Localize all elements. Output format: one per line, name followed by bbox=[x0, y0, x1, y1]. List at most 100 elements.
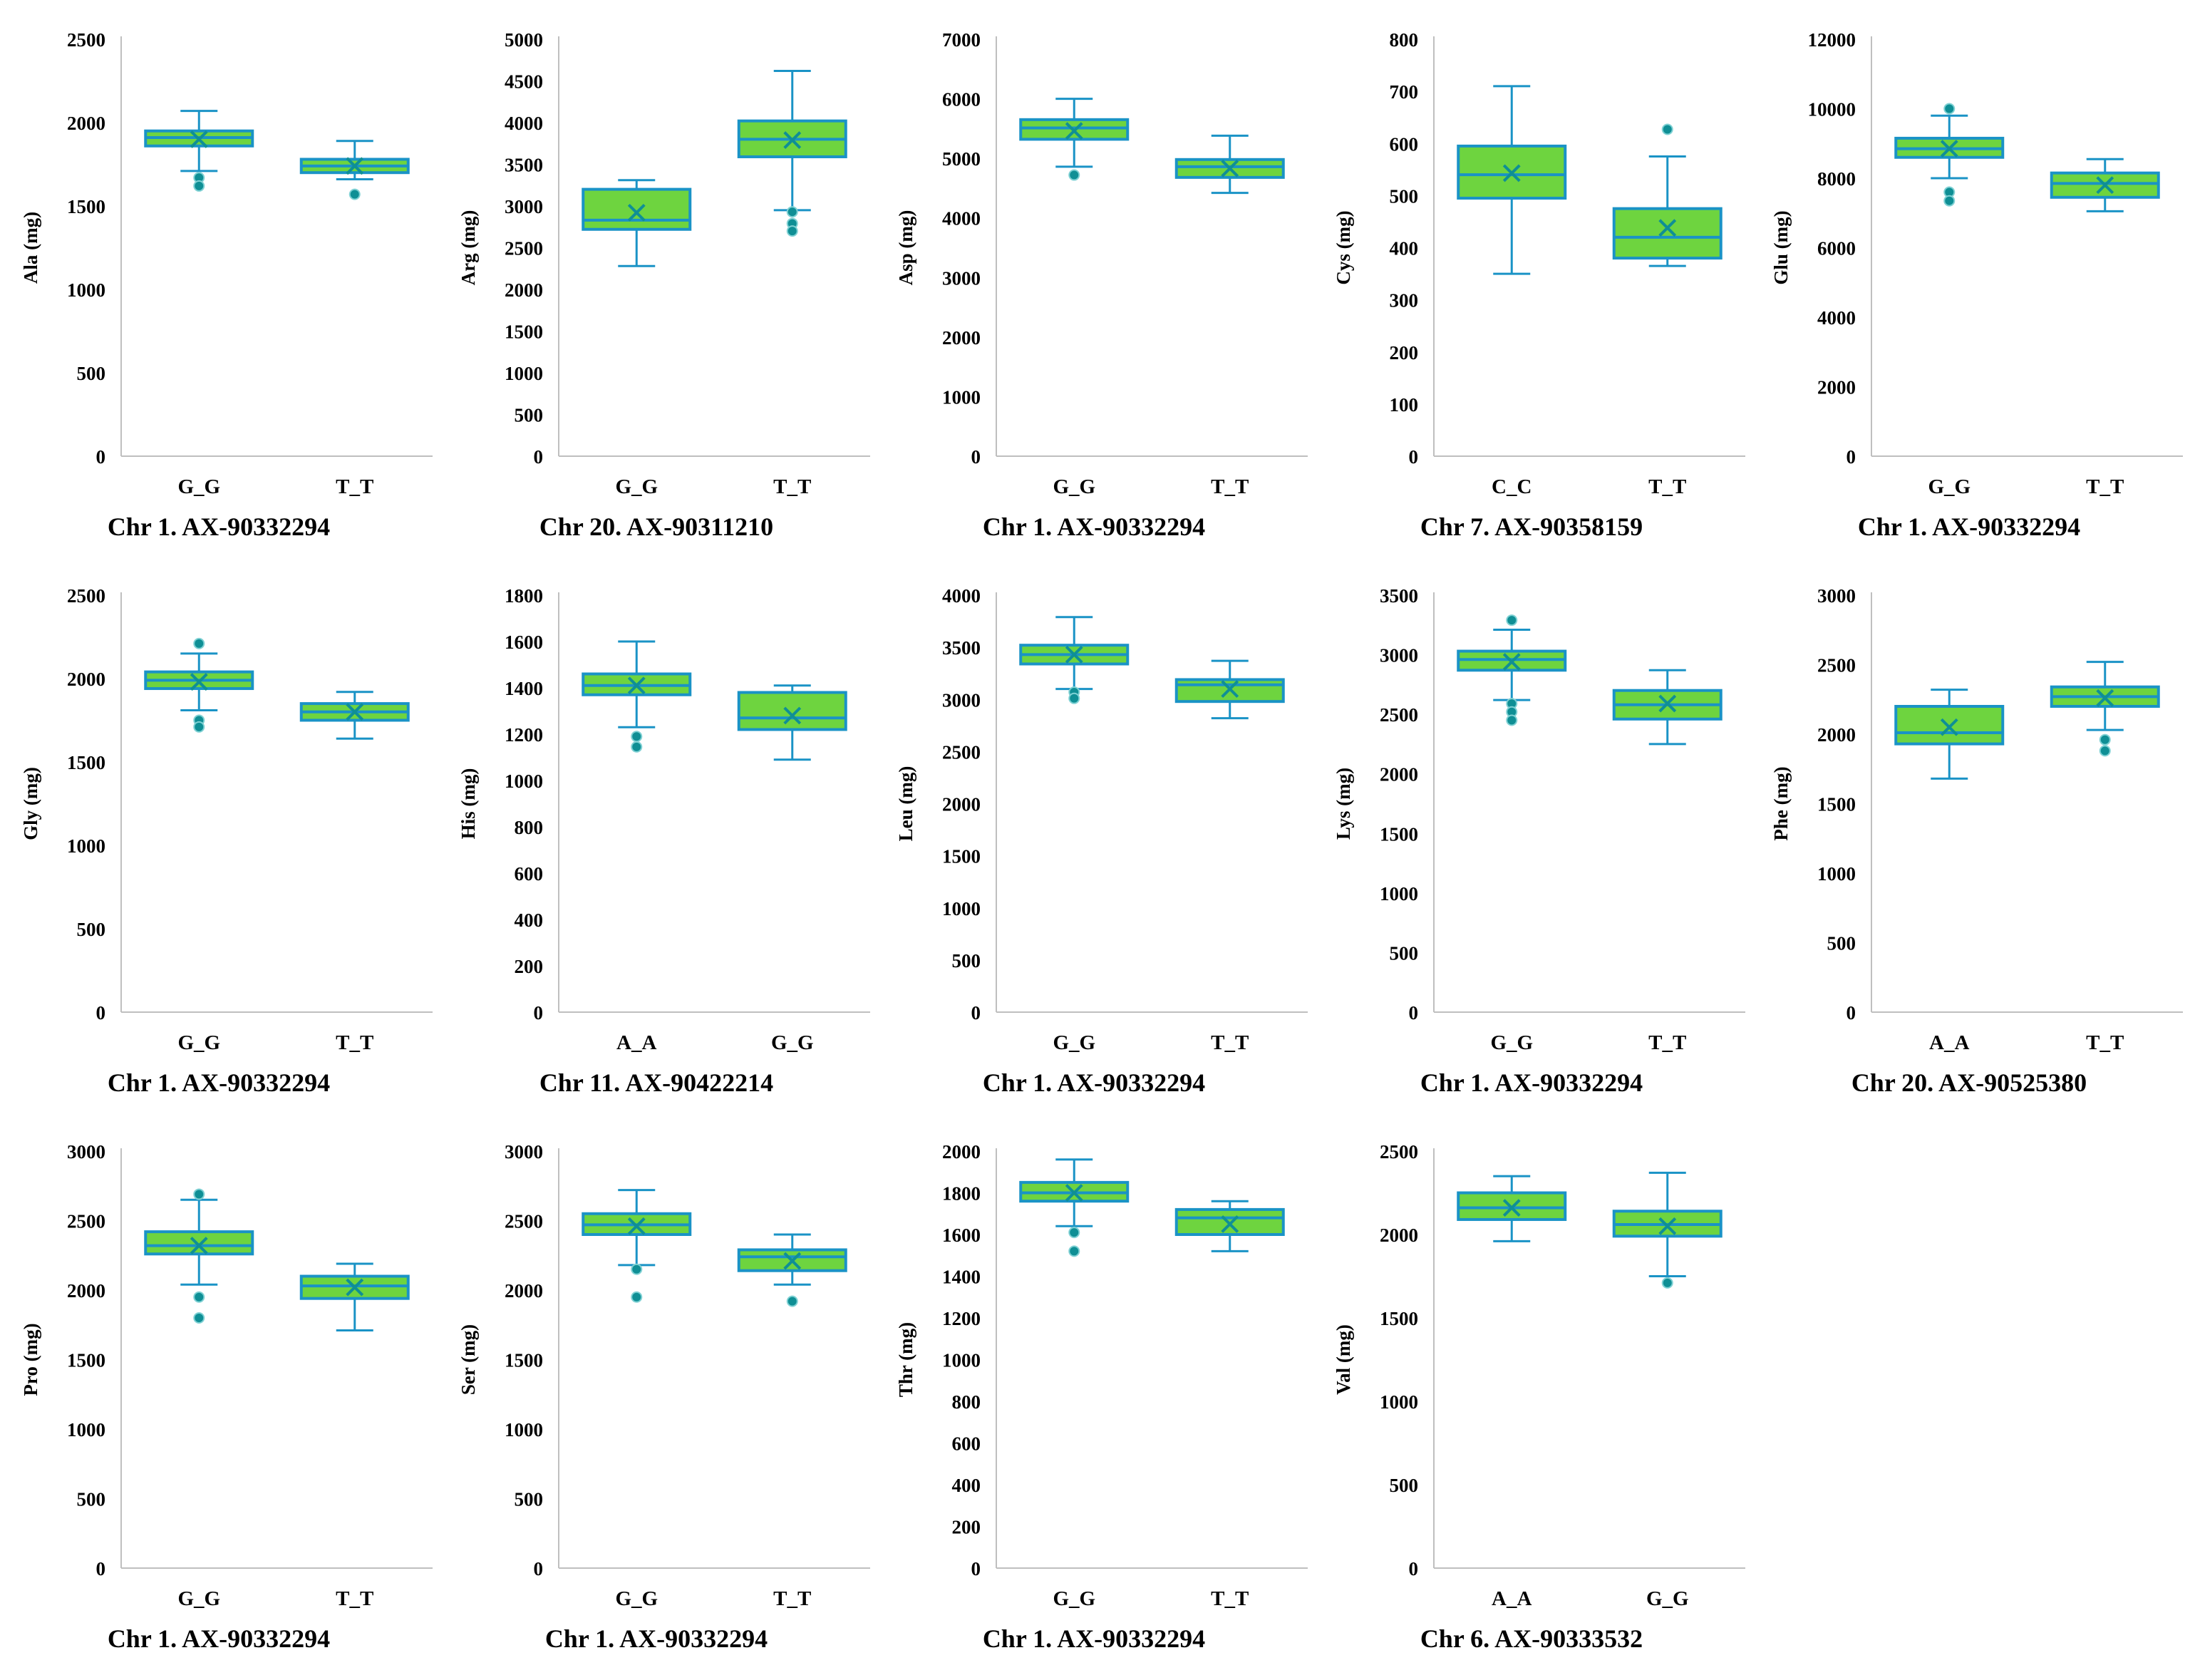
y-tick-label: 4000 bbox=[942, 208, 981, 230]
y-tick-label: 500 bbox=[1390, 942, 1419, 964]
chart-panel-4: 0 100 200 300 400 500 600 700 800 Cys (mg) C_C T_T C… bbox=[1313, 0, 1750, 560]
chart-panel-14: 0 500 1000 1500 2000 2500 Val (mg) A_A G_G Chr 6.… bbox=[1313, 1112, 1750, 1672]
y-axis-label: Asp (mg) bbox=[895, 210, 916, 286]
outlier-point bbox=[193, 1312, 205, 1324]
y-tick-label: 3500 bbox=[1380, 585, 1418, 607]
y-tick-label: 2500 bbox=[1380, 1141, 1418, 1163]
y-axis-label: Val (mg) bbox=[1333, 1324, 1354, 1395]
chart-plot-7: 0 200 400 600 800 1000 1200 1400 1600 1800 His (mg… bbox=[458, 585, 870, 1054]
chart-plot-2: 0 500 1000 1500 2000 2500 3000 3500 4000 4500 5000… bbox=[458, 29, 870, 498]
y-tick-label: 2000 bbox=[1380, 1225, 1418, 1246]
chart-panel-12: 0 500 1000 1500 2000 2500 3000 Ser (mg) G_G T_T Ch… bbox=[438, 1112, 875, 1672]
y-tick-label: 0 bbox=[96, 446, 106, 468]
box-plot-G_G bbox=[1019, 1158, 1130, 1257]
y-tick-label: 500 bbox=[952, 950, 981, 972]
y-tick-label: 5000 bbox=[505, 29, 543, 51]
y-tick-label: 400 bbox=[952, 1475, 981, 1496]
x-tick-label: A_A bbox=[1492, 1587, 1532, 1610]
mean-marker bbox=[627, 203, 646, 222]
x-tick-label: G_G bbox=[177, 1031, 220, 1054]
y-tick-label: 1500 bbox=[67, 752, 105, 773]
y-tick-label: 1000 bbox=[505, 771, 543, 792]
y-tick-label: 0 bbox=[534, 1002, 544, 1024]
y-axis-label: Glu (mg) bbox=[1770, 210, 1792, 284]
y-tick-label: 8000 bbox=[1817, 168, 1856, 190]
y-tick-label: 2500 bbox=[505, 1211, 543, 1232]
outlier-point bbox=[631, 1263, 643, 1275]
outlier-point bbox=[786, 206, 798, 218]
y-tick-label: 1500 bbox=[1380, 823, 1418, 845]
outlier-point bbox=[193, 180, 205, 192]
box-plot-G_G bbox=[1457, 614, 1567, 726]
y-tick-label: 5000 bbox=[942, 148, 981, 170]
chart-title: Chr 1. AX-90332294 bbox=[982, 512, 1206, 541]
box-plot-G_G bbox=[144, 1188, 254, 1324]
y-tick-label: 200 bbox=[1390, 342, 1419, 364]
chart-plot-8: 0 500 1000 1500 2000 2500 3000 3500 4000 Leu (mg)… bbox=[895, 585, 1308, 1054]
y-tick-label: 800 bbox=[1390, 29, 1419, 51]
chart-plot-4: 0 100 200 300 400 500 600 700 800 Cys (mg) C_C T_T bbox=[1333, 29, 1745, 498]
y-tick-label: 2000 bbox=[942, 794, 981, 815]
y-tick-label: 1000 bbox=[1380, 883, 1418, 905]
mean-marker bbox=[627, 1217, 646, 1235]
box-plot-T_T bbox=[1174, 134, 1285, 195]
y-tick-label: 2500 bbox=[942, 741, 981, 763]
y-tick-label: 1000 bbox=[1380, 1391, 1418, 1413]
x-tick-label: T_T bbox=[1648, 475, 1686, 498]
chart-panel-9: 0 500 1000 1500 2000 2500 3000 3500 Lys (mg) G_G T… bbox=[1313, 556, 1750, 1116]
chart-title: Chr 1. AX-90332294 bbox=[982, 1068, 1206, 1097]
chart-plot-9: 0 500 1000 1500 2000 2500 3000 3500 Lys (mg) G_G T… bbox=[1333, 585, 1745, 1054]
outlier-point bbox=[786, 1295, 798, 1307]
mean-marker bbox=[1940, 718, 1958, 736]
y-tick-label: 2500 bbox=[1817, 655, 1856, 676]
outlier-point bbox=[631, 741, 643, 753]
x-tick-label: G_G bbox=[1928, 475, 1971, 498]
mean-marker bbox=[346, 1278, 364, 1297]
x-tick-label: G_G bbox=[1053, 475, 1095, 498]
box-plot-T_T bbox=[2050, 158, 2160, 212]
y-tick-label: 800 bbox=[952, 1391, 981, 1413]
outlier-point bbox=[1506, 614, 1518, 627]
y-tick-label: 2000 bbox=[942, 1141, 981, 1163]
y-tick-label: 2000 bbox=[505, 279, 543, 301]
y-tick-label: 2500 bbox=[505, 238, 543, 259]
outlier-point bbox=[2099, 745, 2111, 757]
y-tick-label: 2000 bbox=[1817, 724, 1856, 746]
y-tick-label: 10000 bbox=[1808, 99, 1856, 120]
mean-marker bbox=[190, 130, 208, 148]
y-tick-label: 3000 bbox=[505, 196, 543, 217]
outlier-point bbox=[193, 1291, 205, 1303]
x-tick-label: T_T bbox=[773, 475, 811, 498]
outlier-point bbox=[1068, 169, 1080, 181]
chart-plot-14: 0 500 1000 1500 2000 2500 Val (mg) A_A G_G bbox=[1333, 1141, 1745, 1610]
y-tick-label: 500 bbox=[1827, 933, 1856, 954]
y-tick-label: 1200 bbox=[505, 724, 543, 746]
y-tick-label: 500 bbox=[77, 1489, 106, 1510]
box-plot-G_G bbox=[1612, 1171, 1722, 1289]
y-tick-label: 4000 bbox=[942, 585, 981, 607]
y-tick-label: 0 bbox=[1846, 1002, 1856, 1024]
mean-marker bbox=[1658, 1217, 1677, 1235]
chart-panel-3: 0 1000 2000 3000 4000 5000 6000 7000 Asp (mg) G_G… bbox=[875, 0, 1313, 560]
mean-marker bbox=[346, 703, 364, 721]
outlier-point bbox=[1068, 692, 1080, 704]
mean-marker bbox=[1065, 645, 1083, 664]
iqr-box bbox=[144, 1230, 254, 1256]
x-tick-label: A_A bbox=[616, 1031, 656, 1054]
y-tick-label: 300 bbox=[1390, 290, 1419, 311]
outlier-point bbox=[1661, 1277, 1673, 1289]
y-tick-label: 1000 bbox=[942, 386, 981, 408]
y-tick-label: 1500 bbox=[505, 321, 543, 343]
y-tick-label: 0 bbox=[96, 1002, 106, 1024]
iqr-box bbox=[1174, 1207, 1285, 1236]
y-tick-label: 3500 bbox=[505, 155, 543, 176]
box-plot-T_T bbox=[299, 140, 410, 200]
x-tick-label: G_G bbox=[1490, 1031, 1533, 1054]
box-plot-G_G bbox=[1019, 98, 1130, 181]
x-tick-label: G_G bbox=[1053, 1587, 1095, 1610]
outlier-point bbox=[193, 1188, 205, 1200]
box-plot-T_T bbox=[1612, 669, 1722, 746]
chart-title: Chr 20. AX-90525380 bbox=[1851, 1068, 2087, 1097]
x-tick-label: T_T bbox=[1211, 1587, 1249, 1610]
